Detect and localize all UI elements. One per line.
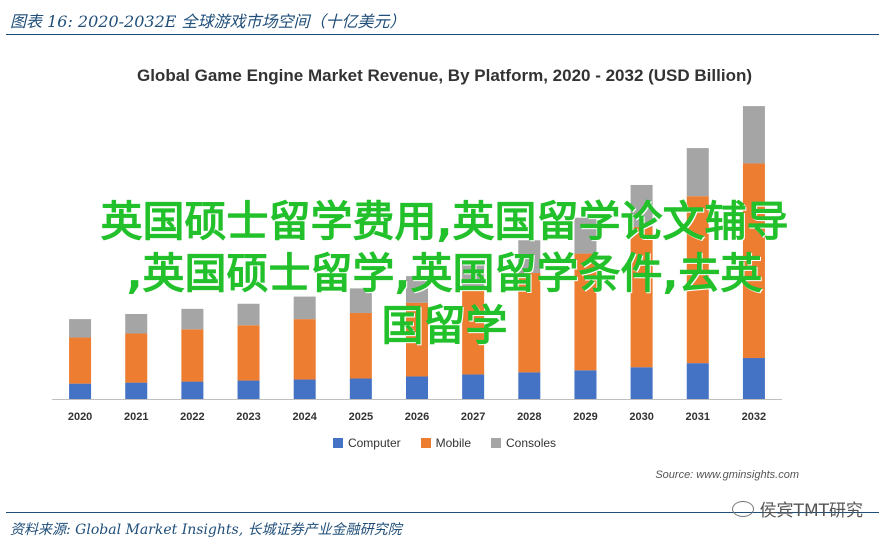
bar-computer-2021 xyxy=(125,382,148,399)
footer-source-text: 资料来源: Global Market Insights, 长城证券产业金融研究… xyxy=(10,522,402,538)
bar-mobile-2020 xyxy=(69,337,92,384)
figure-title: 图表 16: 2020-2032E 全球游戏市场空间（十亿美元） xyxy=(10,12,406,31)
bar-computer-2028 xyxy=(518,372,541,399)
x-tick-label: 2031 xyxy=(686,411,710,423)
bar-mobile-2025 xyxy=(349,312,372,379)
bar-computer-2027 xyxy=(462,374,485,399)
x-tick-label: 2024 xyxy=(292,411,317,423)
bar-computer-2026 xyxy=(406,376,428,399)
bar-consoles-2023 xyxy=(237,303,260,326)
legend-label: Computer xyxy=(347,436,401,450)
chart-source: Source: www.gminsights.com xyxy=(655,469,799,481)
legend-item-consoles: Consoles xyxy=(491,436,556,450)
bar-consoles-2024 xyxy=(293,296,316,320)
bar-computer-2029 xyxy=(574,370,597,399)
x-tick-label: 2020 xyxy=(68,411,92,423)
overlay-text: 英国硕士留学费用,英国留学论文辅导 ,英国硕士留学,英国留学条件,去英 国留学 xyxy=(0,196,889,352)
bar-consoles-2020 xyxy=(69,319,92,338)
legend-swatch xyxy=(491,438,501,448)
wechat-icon xyxy=(731,500,754,517)
bar-consoles-2028 xyxy=(518,240,541,274)
figure-header: 图表 16: 2020-2032E 全球游戏市场空间（十亿美元） xyxy=(6,4,879,35)
bar-computer-2023 xyxy=(237,380,260,399)
bar-mobile-2027 xyxy=(462,289,485,375)
bar-computer-2032 xyxy=(742,358,765,399)
bar-consoles-2027 xyxy=(462,260,485,290)
bar-mobile-2032 xyxy=(742,163,765,359)
bar-mobile-2026 xyxy=(406,302,428,377)
watermark-text: 侯宾TMT研究 xyxy=(759,501,863,521)
x-tick-label: 2030 xyxy=(629,411,653,423)
bar-computer-2020 xyxy=(69,383,92,399)
legend-swatch xyxy=(420,438,431,448)
bar-computer-2025 xyxy=(349,378,372,399)
x-tick-label: 2028 xyxy=(517,411,541,423)
bar-mobile-2022 xyxy=(181,329,204,382)
overlay-line-2: ,英国硕士留学,英国留学条件,去英 xyxy=(126,249,763,298)
chart-title: Global Game Engine Market Revenue, By Pl… xyxy=(136,66,752,85)
bar-mobile-2023 xyxy=(237,325,260,381)
bar-consoles-2021 xyxy=(125,313,148,334)
bar-consoles-2026 xyxy=(406,276,428,303)
legend-item-computer: Computer xyxy=(332,436,401,450)
legend-label: Mobile xyxy=(435,436,471,450)
figure-footer: 资料来源: Global Market Insights, 长城证券产业金融研究… xyxy=(6,512,879,538)
legend-swatch xyxy=(332,438,343,448)
bar-computer-2024 xyxy=(293,379,316,399)
bar-computer-2030 xyxy=(630,367,653,399)
watermark: 侯宾TMT研究 xyxy=(731,496,863,521)
x-tick-label: 2022 xyxy=(180,411,204,423)
x-tick-label: 2023 xyxy=(236,411,260,423)
bar-consoles-2025 xyxy=(349,288,372,313)
x-tick-label: 2026 xyxy=(405,411,429,423)
legend-item-mobile: Mobile xyxy=(420,436,471,450)
bar-consoles-2031 xyxy=(686,148,709,197)
x-tick-label: 2032 xyxy=(742,411,766,423)
bar-computer-2031 xyxy=(686,363,709,399)
bar-mobile-2028 xyxy=(518,273,541,373)
x-tick-label: 2029 xyxy=(573,411,597,423)
x-tick-label: 2025 xyxy=(349,411,373,423)
bar-consoles-2032 xyxy=(742,106,765,164)
bar-consoles-2029 xyxy=(574,217,597,254)
bar-mobile-2021 xyxy=(125,333,148,383)
x-tick-label: 2027 xyxy=(461,411,485,423)
chart-legend: Computer Mobile Consoles xyxy=(0,436,889,450)
bar-computer-2022 xyxy=(181,381,204,399)
overlay-line-3: 国留学 xyxy=(381,301,508,350)
bar-consoles-2022 xyxy=(181,308,204,330)
bar-mobile-2029 xyxy=(574,253,597,371)
bar-mobile-2024 xyxy=(293,319,316,380)
bar-mobile-2030 xyxy=(630,226,653,368)
legend-label: Consoles xyxy=(506,436,557,450)
bar-consoles-2030 xyxy=(630,184,653,227)
bar-mobile-2031 xyxy=(686,196,709,364)
overlay-line-1: 英国硕士留学费用,英国留学论文辅导 xyxy=(100,197,789,246)
x-tick-label: 2021 xyxy=(124,411,148,423)
